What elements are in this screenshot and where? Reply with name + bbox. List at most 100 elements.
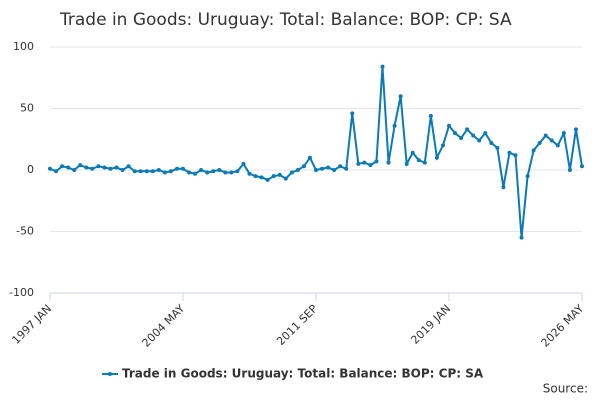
point xyxy=(543,133,548,138)
point xyxy=(489,140,494,145)
point xyxy=(217,168,222,172)
legend-marker xyxy=(108,372,112,376)
y-tick-label: 0 xyxy=(27,163,34,176)
point xyxy=(187,170,192,175)
point xyxy=(253,174,258,179)
point xyxy=(440,143,445,148)
point xyxy=(465,127,470,132)
point xyxy=(205,170,210,175)
legend-label: Trade in Goods: Uruguay: Total: Balance:… xyxy=(122,367,484,381)
point xyxy=(181,166,185,171)
point xyxy=(138,169,143,174)
point xyxy=(320,166,325,171)
y-tick-label: -50 xyxy=(16,225,34,238)
point xyxy=(295,168,300,172)
y-tick-label: -100 xyxy=(9,286,34,299)
point xyxy=(344,166,349,171)
point xyxy=(495,145,500,150)
point xyxy=(483,131,488,136)
point xyxy=(120,168,125,172)
point xyxy=(102,165,107,170)
point xyxy=(416,158,421,163)
point xyxy=(289,170,294,175)
source: Source: xyxy=(543,382,588,396)
point xyxy=(501,185,506,190)
point xyxy=(307,155,312,160)
point xyxy=(156,168,161,172)
point xyxy=(60,164,65,169)
point xyxy=(368,163,373,168)
point xyxy=(72,168,77,172)
point xyxy=(265,177,270,182)
point xyxy=(477,138,482,143)
point xyxy=(168,169,173,174)
point xyxy=(453,131,458,136)
point xyxy=(144,169,149,174)
point xyxy=(90,166,95,171)
point xyxy=(162,170,167,175)
point xyxy=(386,160,391,165)
point xyxy=(241,161,246,166)
point xyxy=(507,150,512,155)
point xyxy=(150,169,155,174)
point xyxy=(283,176,288,181)
point xyxy=(380,64,385,69)
point xyxy=(48,166,52,171)
point xyxy=(537,140,542,145)
point xyxy=(277,172,282,177)
point xyxy=(374,159,379,164)
x-tick-label: 2011 SEP xyxy=(274,302,320,348)
point xyxy=(447,123,451,128)
point xyxy=(513,153,518,158)
point xyxy=(525,174,530,179)
point xyxy=(326,165,331,170)
point xyxy=(549,138,554,143)
point xyxy=(567,168,572,172)
point xyxy=(434,155,439,160)
point xyxy=(78,163,83,168)
y-tick-label: 50 xyxy=(20,102,34,115)
point xyxy=(404,161,409,166)
point xyxy=(259,175,264,180)
point xyxy=(96,164,101,169)
point xyxy=(174,166,179,171)
point xyxy=(108,166,113,171)
point xyxy=(356,161,361,166)
point xyxy=(114,165,119,170)
x-tick-label: 2004 MAY xyxy=(140,302,188,350)
x-tick-label: 2026 MAY xyxy=(539,302,587,350)
point xyxy=(531,148,536,153)
point xyxy=(235,169,240,174)
point xyxy=(580,164,584,169)
point xyxy=(422,160,427,165)
point xyxy=(54,169,59,174)
point xyxy=(223,170,228,175)
point xyxy=(301,164,306,169)
point xyxy=(84,165,89,170)
point xyxy=(573,127,578,132)
point xyxy=(271,174,276,179)
point xyxy=(392,123,397,128)
point xyxy=(362,160,367,165)
point xyxy=(471,133,476,138)
point xyxy=(332,168,337,172)
point xyxy=(459,136,464,141)
point xyxy=(410,150,415,155)
point xyxy=(211,169,216,174)
point xyxy=(338,164,343,169)
point xyxy=(555,143,560,148)
point xyxy=(398,94,403,99)
point xyxy=(132,169,137,174)
point xyxy=(126,164,131,169)
series-line xyxy=(49,66,583,238)
point xyxy=(519,235,524,240)
point xyxy=(229,170,234,175)
point xyxy=(428,113,433,118)
point xyxy=(199,168,204,172)
x-tick-label: 1997 JAN xyxy=(9,302,54,347)
point xyxy=(193,171,198,176)
point xyxy=(561,131,566,136)
point xyxy=(247,171,252,176)
point xyxy=(314,168,318,172)
